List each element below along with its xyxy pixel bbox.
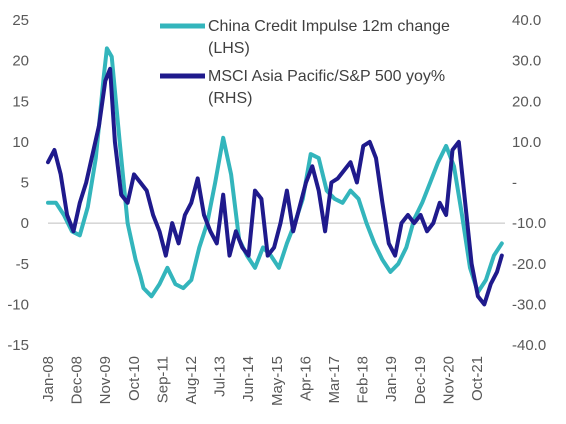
x-tick-label: Aug-12 (183, 356, 200, 404)
left-tick-label: 5 (21, 175, 29, 192)
right-tick-label: -10.0 (512, 215, 546, 232)
x-tick-label: Apr-16 (297, 356, 314, 401)
left-tick-label: 20 (12, 53, 29, 70)
right-tick-label: - (512, 175, 517, 192)
x-tick-label: Feb-18 (355, 356, 372, 404)
credit-impulse-line (46, 46, 504, 299)
msci-asia-sp500-line (46, 66, 504, 307)
left-tick-label: 0 (21, 215, 29, 232)
legend-label-msci-asia-sp500: MSCI Asia Pacific/S&P 500 yoy% (RHS) (208, 68, 445, 107)
right-tick-label: 30.0 (512, 53, 541, 70)
x-tick-label: Mar-17 (326, 356, 343, 404)
x-tick-label: Jan-19 (383, 356, 400, 402)
x-tick-label: Sep-11 (154, 356, 171, 403)
x-tick-label: Oct-21 (469, 356, 486, 401)
left-tick-label: 15 (12, 93, 29, 110)
left-tick-label: -15 (7, 337, 29, 354)
right-tick-label: 40.0 (512, 12, 541, 29)
x-tick-label: Oct-10 (126, 356, 143, 401)
legend: China Credit Impulse 12m change (LHS) MSC… (160, 18, 450, 107)
right-tick-label: 20.0 (512, 93, 541, 110)
x-axis: Jan-08 Dec-08 Nov-09 Oct-10 Sep-11 Aug-12 Jul-… (40, 222, 505, 406)
right-tick-label: -20.0 (512, 256, 546, 273)
x-tick-label: Dec-19 (412, 356, 429, 404)
x-tick-label: Nov-20 (440, 356, 457, 404)
left-tick-label: -5 (16, 256, 29, 273)
x-tick-label: Dec-08 (69, 356, 86, 404)
right-tick-label: 10.0 (512, 134, 541, 151)
legend-label-credit-impulse: China Credit Impulse 12m change (LHS) (208, 18, 450, 57)
x-tick-label: Jan-08 (40, 356, 57, 402)
x-tick-label: Nov-09 (97, 356, 114, 404)
x-tick-label: Jun-14 (240, 356, 257, 402)
left-tick-label: 10 (12, 134, 29, 151)
x-tick-label: Jul-13 (212, 356, 229, 397)
left-tick-label: 25 (12, 12, 29, 29)
right-y-axis: 40.0 30.0 20.0 10.0 - -10.0 -20.0 -30.0 … (512, 12, 546, 354)
left-tick-label: -10 (7, 296, 29, 313)
left-y-axis: 25 20 15 10 5 0 -5 -10 -15 (7, 12, 29, 354)
series-layer (46, 46, 504, 307)
right-tick-label: -40.0 (512, 337, 546, 354)
right-tick-label: -30.0 (512, 296, 546, 313)
x-tick-label: May-15 (269, 356, 286, 406)
